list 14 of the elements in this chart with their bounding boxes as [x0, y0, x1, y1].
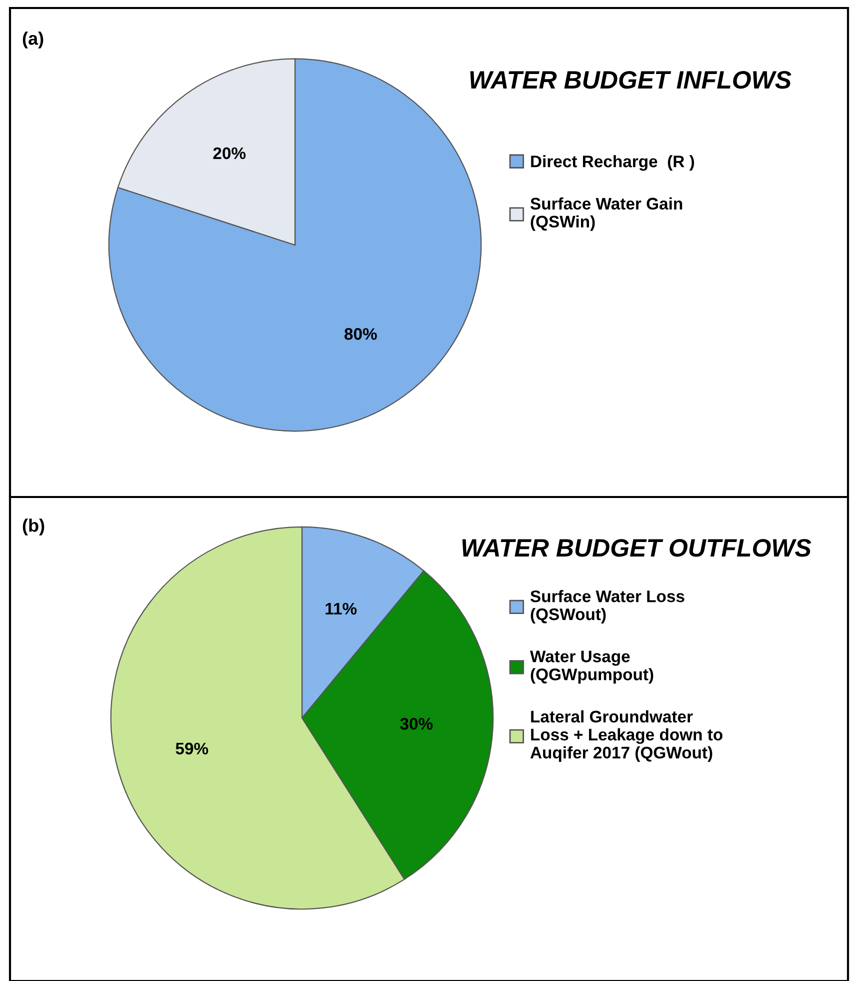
legend-label: Surface Water Gain (QSWin) — [530, 197, 682, 231]
legend-label: Water Usage (QGWpumpout) — [530, 650, 654, 684]
legend-label: Direct Recharge (R ) — [531, 155, 694, 171]
legend-label: Surface Water Loss (QSWout) — [530, 590, 684, 624]
data-label: 30% — [400, 718, 433, 730]
chart-title: WATER BUDGET OUTFLOWS — [462, 539, 812, 557]
data-label: 11% — [326, 602, 357, 615]
legend-label: Lateral Groundwater Loss + Leakage down to Auqifer 2017 (QGWout) — [530, 710, 722, 762]
text: (b) — [22, 518, 44, 536]
data-label: 20% — [213, 147, 246, 160]
data-label: 80% — [344, 328, 377, 340]
data-label: 59% — [176, 742, 208, 754]
chart-title: WATER BUDGET INFLOWS — [470, 71, 792, 89]
text: (a) — [22, 32, 44, 48]
